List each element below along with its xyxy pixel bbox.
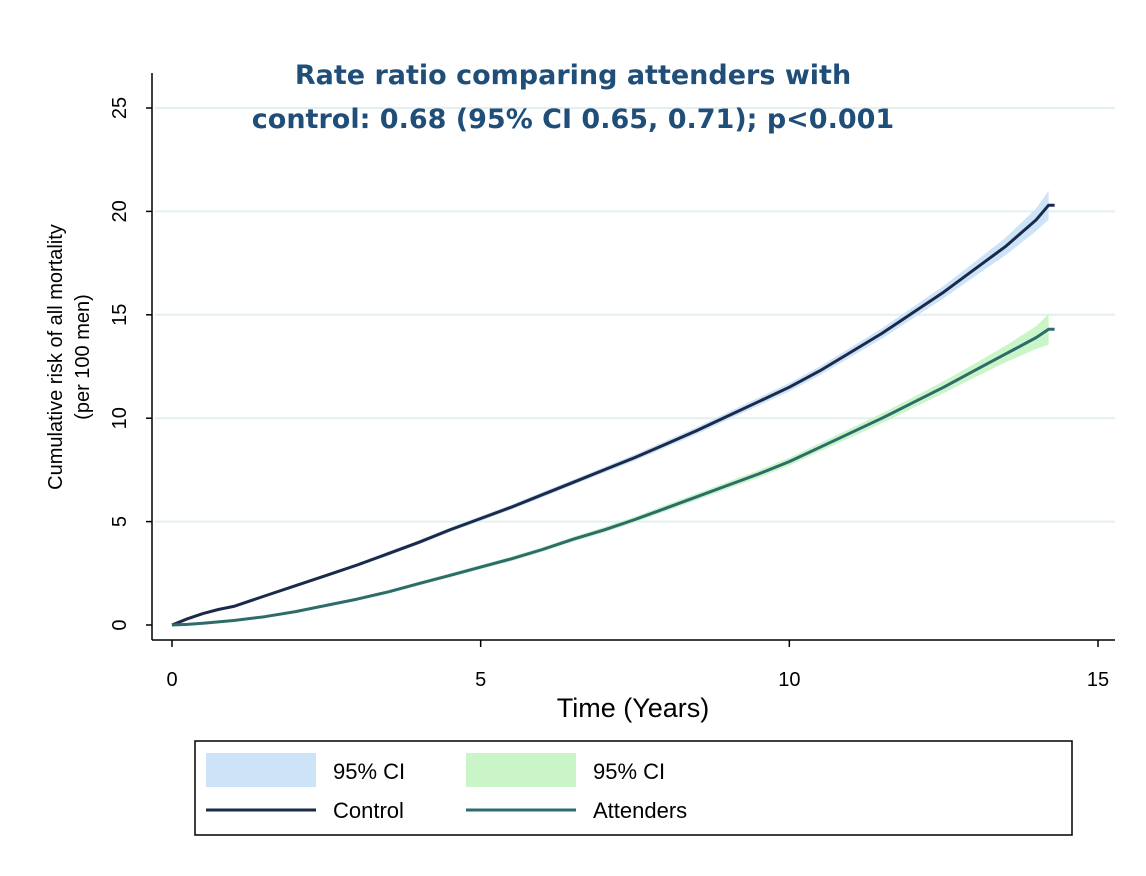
series-line-attenders xyxy=(171,327,1055,627)
x-tick-label: 15 xyxy=(1087,669,1109,691)
ci-band-control xyxy=(172,190,1049,625)
y-tick-label: 15 xyxy=(109,304,131,326)
y-tick-label: 0 xyxy=(109,619,131,630)
y-axis-title: Cumulative risk of all mortality (per 10… xyxy=(45,224,94,490)
legend-swatch-ci-control xyxy=(206,753,316,787)
y-tick-label: 20 xyxy=(109,200,131,222)
legend-label-control: Control xyxy=(333,798,404,823)
series-line-control xyxy=(171,203,1055,627)
legend-swatch-ci-attenders xyxy=(466,753,576,787)
y-tick-label: 5 xyxy=(109,516,131,527)
x-tick-label: 5 xyxy=(475,669,486,691)
series-lines xyxy=(171,203,1055,627)
chart-title-line-2: control: 0.68 (95% CI 0.65, 0.71); p<0.0… xyxy=(252,104,894,135)
legend-label-ci-control: 95% CI xyxy=(333,759,405,784)
legend: 95% CI 95% CI Control Attenders xyxy=(194,740,1073,836)
legend-frame xyxy=(194,740,1073,836)
x-axis-title: Time (Years) xyxy=(557,693,710,723)
x-tick-label: 0 xyxy=(166,669,177,691)
legend-label-attenders: Attenders xyxy=(593,798,687,823)
y-tick-label: 10 xyxy=(109,407,131,429)
y-axis-title-line-1: Cumulative risk of all mortality xyxy=(45,224,67,490)
legend-label-ci-attenders: 95% CI xyxy=(593,759,665,784)
confidence-bands xyxy=(172,190,1049,625)
y-axis-title-line-2: (per 100 men) xyxy=(72,294,94,420)
chart-title-line-1: Rate ratio comparing attenders with xyxy=(295,60,851,91)
x-tick-label: 10 xyxy=(778,669,800,691)
axis-ticks: 0 5 10 15 20 25 0 5 10 15 xyxy=(109,97,1109,691)
y-tick-label: 25 xyxy=(109,97,131,119)
gridlines xyxy=(155,107,1115,523)
